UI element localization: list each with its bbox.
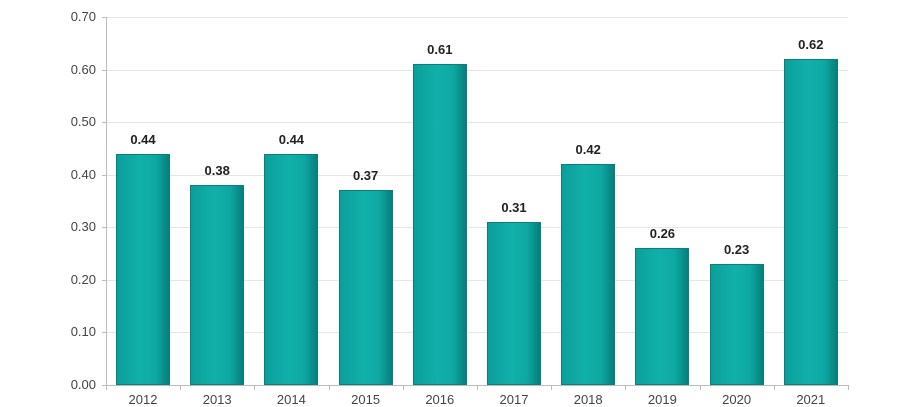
value-label: 0.23 [723, 242, 750, 258]
gridline [106, 17, 848, 18]
bar-2021 [783, 59, 838, 385]
y-tick-mark [102, 227, 107, 229]
x-tick-mark [625, 385, 627, 390]
y-tick-label: 0.20 [70, 271, 96, 287]
bar-2012 [116, 153, 170, 385]
gridline [106, 227, 848, 229]
x-tick-mark [106, 385, 107, 390]
y-tick-label: 0.50 [70, 114, 96, 130]
gridline [106, 279, 848, 281]
bar-2017 [487, 222, 541, 385]
value-label: 0.31 [501, 200, 527, 216]
x-tick-mark [848, 385, 849, 390]
value-label: 0.44 [130, 131, 156, 147]
gridline [106, 122, 848, 124]
y-tick-mark [102, 279, 107, 281]
x-tick-mark [477, 385, 478, 390]
value-label: 0.26 [649, 226, 676, 242]
x-tick-mark [773, 385, 775, 390]
bar-2018 [561, 164, 616, 385]
y-tick-label: 0.10 [70, 324, 96, 340]
value-label: 0.42 [575, 142, 601, 158]
bar-2016 [412, 64, 467, 385]
x-tick-mark [551, 385, 553, 390]
y-tick-mark [102, 385, 107, 386]
x-tick-mark [254, 385, 256, 390]
y-tick-mark [102, 174, 107, 176]
y-tick-label: 0.30 [70, 219, 96, 235]
x-tick-mark [180, 385, 182, 390]
y-tick-mark [102, 122, 107, 124]
value-label: 0.38 [204, 163, 230, 179]
gridline [106, 174, 848, 176]
y-tick-label: 0.40 [70, 166, 96, 182]
bar-2019 [635, 248, 690, 385]
y-tick-mark [102, 17, 107, 18]
value-label: 0.44 [278, 131, 305, 147]
bar-2014 [264, 153, 319, 385]
x-tick-mark [328, 385, 330, 390]
y-tick-mark [102, 332, 107, 334]
bar-2015 [338, 190, 393, 385]
y-tick-label: 0.70 [70, 9, 96, 24]
value-label: 0.61 [427, 42, 453, 58]
y-tick-label: 0.00 [70, 377, 96, 392]
gridline [106, 332, 848, 334]
gridline [106, 69, 848, 71]
x-tick-mark [402, 385, 404, 390]
y-tick-label: 0.60 [70, 61, 96, 77]
x-tick-mark [699, 385, 701, 390]
bar-2013 [190, 185, 245, 385]
y-axis [106, 17, 107, 385]
bar-2020 [709, 264, 764, 385]
y-tick-mark [102, 69, 107, 71]
value-label: 0.62 [798, 37, 824, 53]
value-label: 0.37 [352, 168, 379, 184]
